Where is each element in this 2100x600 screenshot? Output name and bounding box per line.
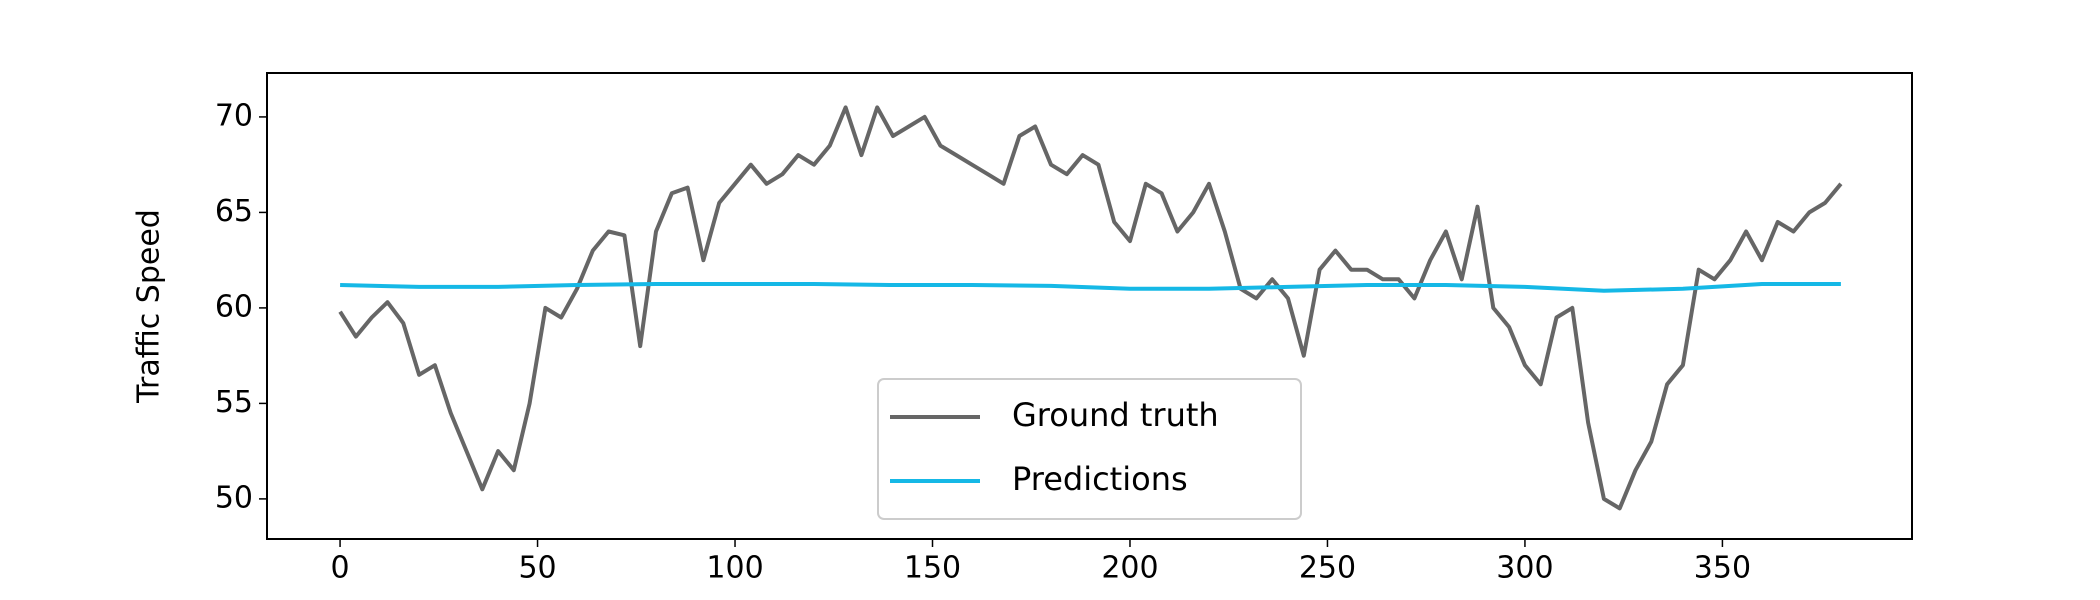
y-axis-label: Traffic Speed <box>132 209 167 404</box>
series-line <box>338 105 1843 511</box>
x-tick-label: 0 <box>331 551 350 586</box>
x-tick-label: 250 <box>1299 551 1356 586</box>
x-tick-label: 100 <box>706 551 763 586</box>
y-tick-label: 65 <box>215 194 253 229</box>
y-tick-label: 70 <box>215 98 253 133</box>
series-line <box>340 282 1841 293</box>
legend-label: Ground truth <box>1012 396 1219 434</box>
x-tick-label: 300 <box>1496 551 1553 586</box>
y-tick-label: 50 <box>215 480 253 515</box>
x-tick-label: 150 <box>904 551 961 586</box>
legend-label: Predictions <box>1012 460 1188 498</box>
legend-box <box>877 378 1302 520</box>
x-tick-label: 50 <box>518 551 556 586</box>
x-tick-label: 350 <box>1694 551 1751 586</box>
y-tick-label: 55 <box>215 385 253 420</box>
plot-frame <box>266 72 1913 540</box>
y-tick-label: 60 <box>215 289 253 324</box>
x-tick-label: 200 <box>1101 551 1158 586</box>
